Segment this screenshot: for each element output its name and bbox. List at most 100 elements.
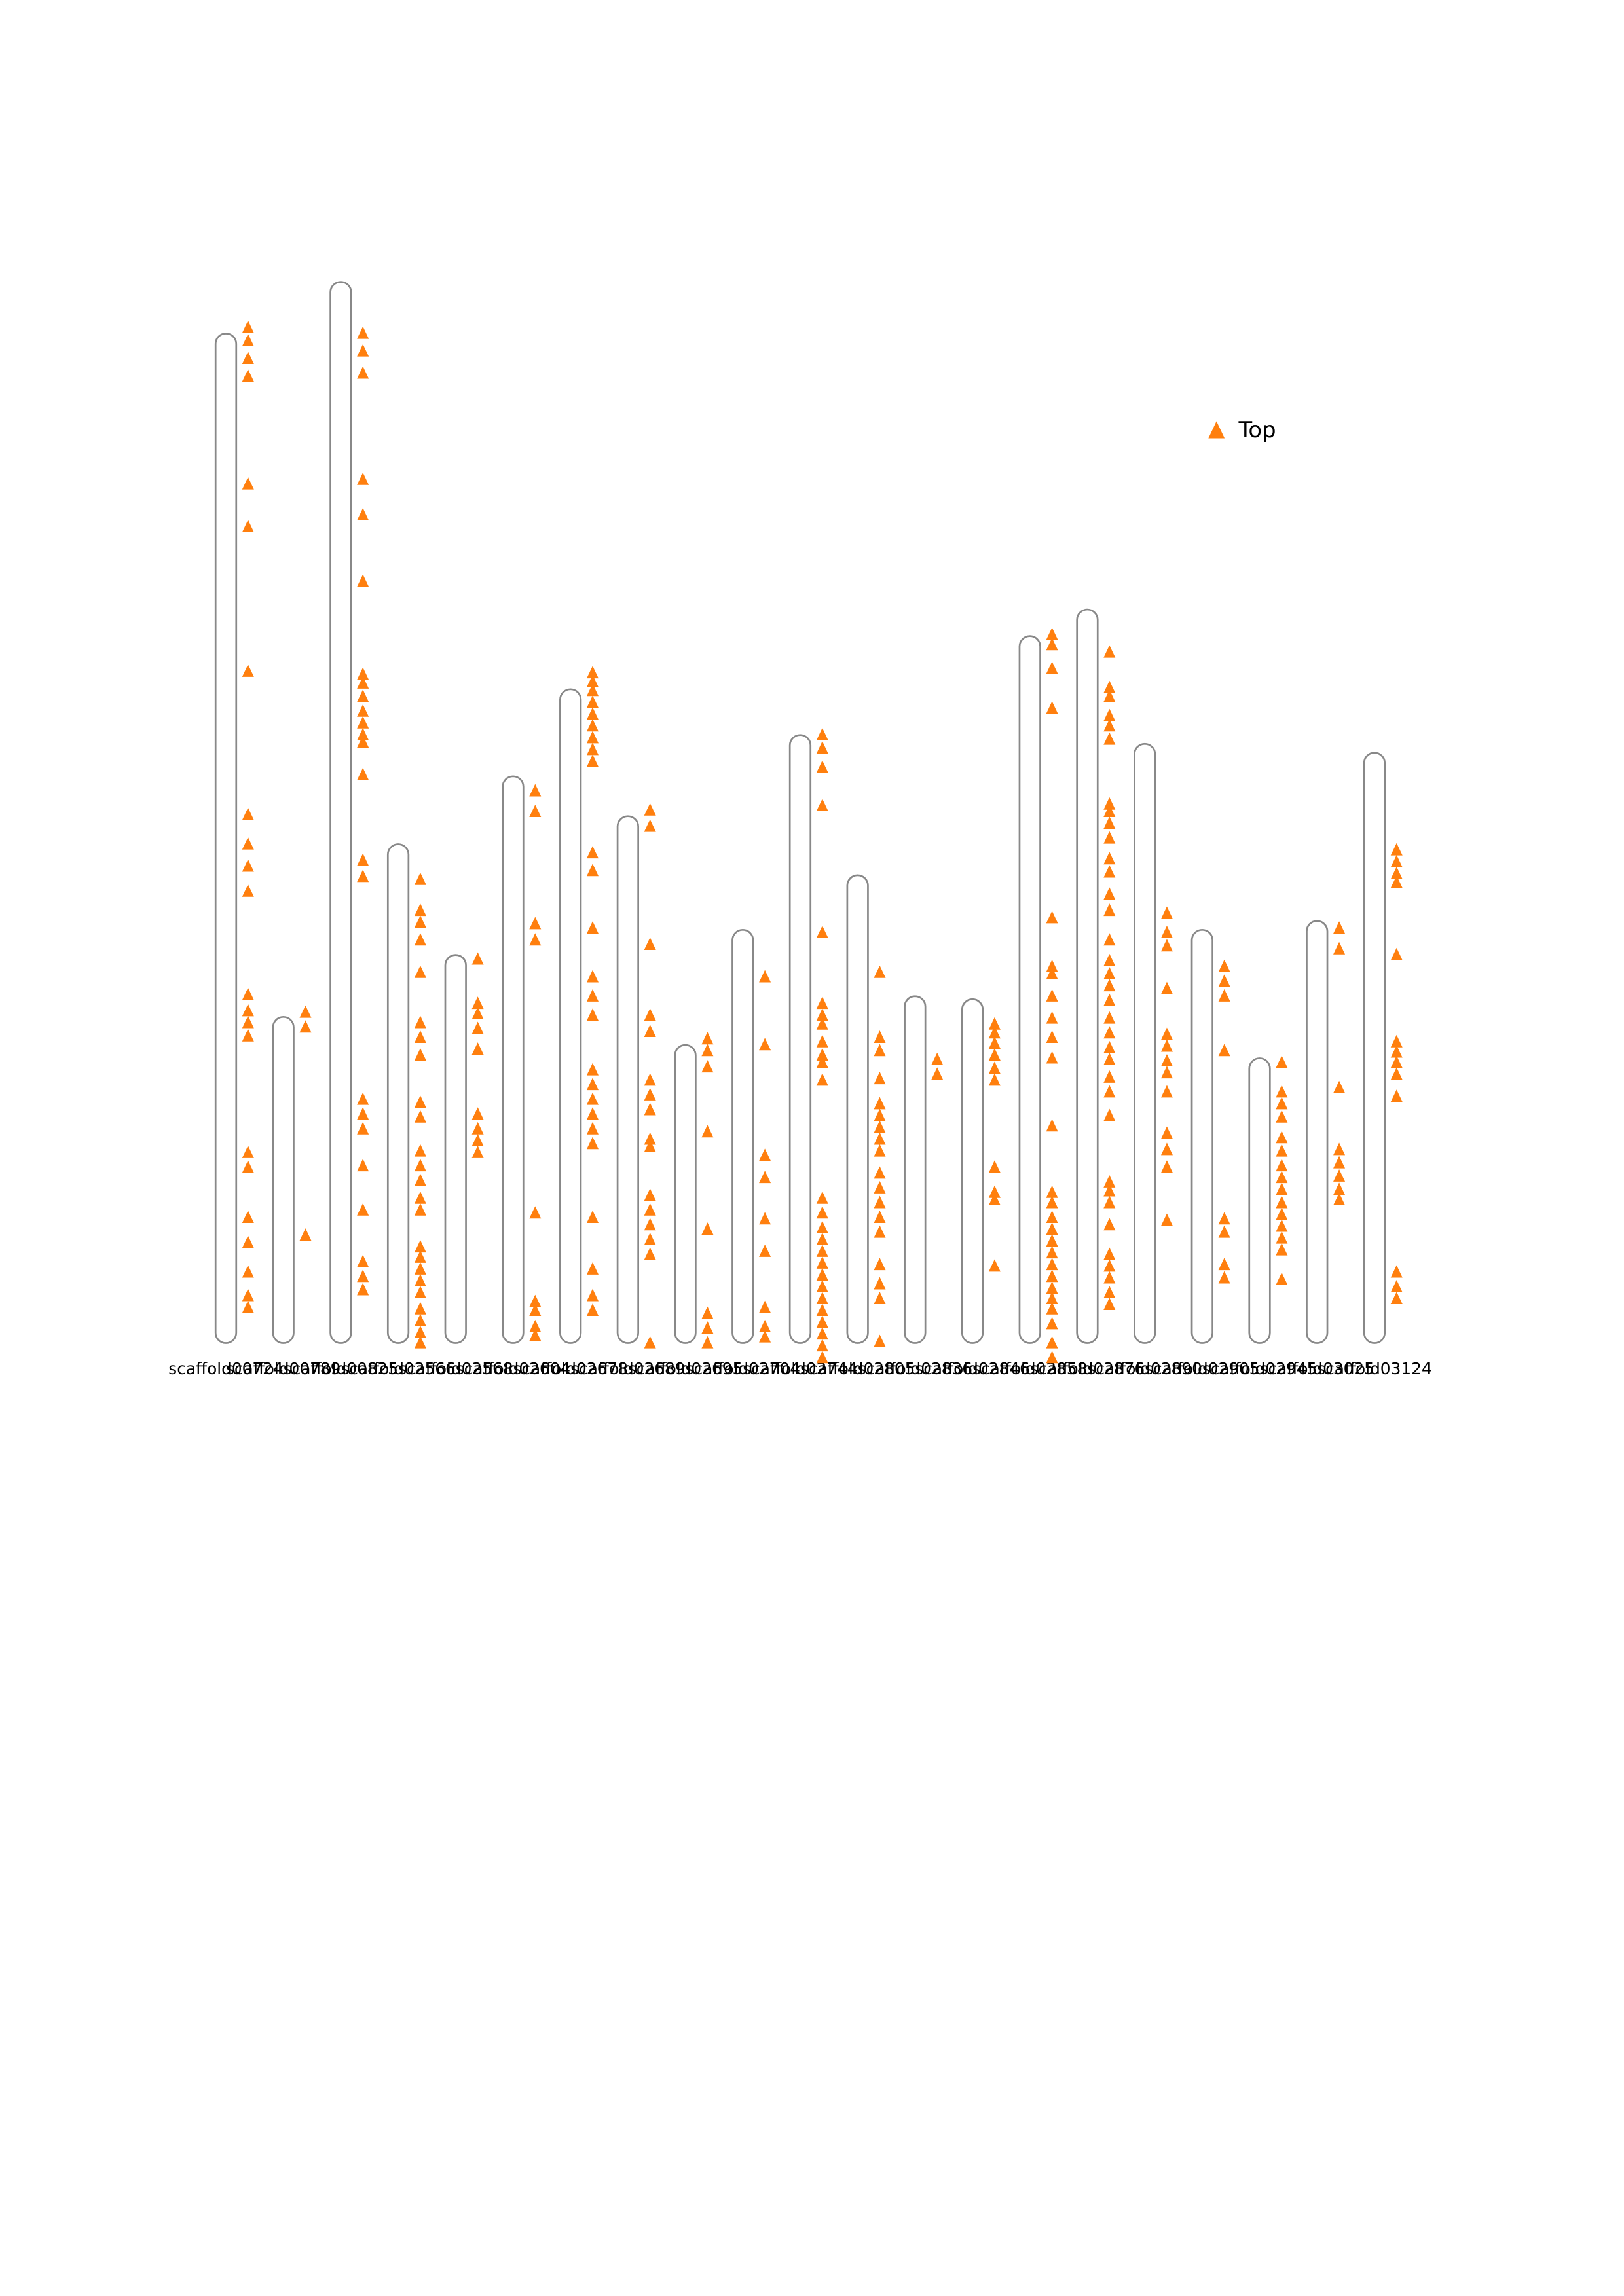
marker xyxy=(1046,1195,1058,1209)
marker xyxy=(931,1067,944,1080)
marker xyxy=(299,1228,312,1241)
marker xyxy=(874,1072,886,1085)
marker xyxy=(1218,959,1230,972)
marker xyxy=(1160,1085,1173,1098)
marker xyxy=(1160,906,1173,919)
marker xyxy=(874,1258,886,1271)
marker xyxy=(1333,1156,1346,1169)
x-tick-label: scaffold03025 xyxy=(1260,1359,1375,1378)
marker xyxy=(701,1060,714,1073)
marker xyxy=(1103,1085,1116,1098)
marker xyxy=(357,704,369,717)
marker xyxy=(816,1280,828,1292)
marker xyxy=(874,1044,886,1057)
marker xyxy=(1103,993,1116,1006)
marker xyxy=(1103,1218,1116,1231)
marker xyxy=(644,1247,656,1260)
marker xyxy=(1103,1011,1116,1024)
scaffold xyxy=(731,928,754,1344)
marker xyxy=(1046,1051,1058,1064)
marker xyxy=(357,735,369,748)
marker xyxy=(357,472,369,485)
marker xyxy=(586,989,599,1002)
marker xyxy=(988,1036,1001,1049)
marker xyxy=(586,754,599,767)
marker xyxy=(1103,1052,1116,1065)
x-tick-label: scaffold02836 xyxy=(858,1359,972,1378)
marker xyxy=(586,666,599,679)
marker xyxy=(242,1145,254,1158)
marker xyxy=(586,1262,599,1275)
marker xyxy=(586,683,599,697)
marker xyxy=(242,477,254,490)
marker xyxy=(816,1292,828,1305)
marker xyxy=(242,1160,254,1173)
marker xyxy=(988,1259,1001,1272)
marker xyxy=(357,507,369,520)
marker xyxy=(242,1004,254,1017)
marker xyxy=(1160,1066,1173,1079)
marker xyxy=(586,1092,599,1105)
marker xyxy=(471,1133,484,1146)
marker xyxy=(242,664,254,677)
marker xyxy=(357,1254,369,1267)
scaffold xyxy=(444,954,467,1344)
marker xyxy=(816,1256,828,1269)
marker xyxy=(644,1203,656,1216)
x-tick-label: scaffold02905 xyxy=(1145,1359,1259,1378)
scaffold xyxy=(788,734,812,1344)
marker xyxy=(816,760,828,773)
scaffold xyxy=(214,333,238,1344)
marker xyxy=(242,859,254,872)
marker xyxy=(1103,708,1116,721)
scaffold xyxy=(559,688,582,1344)
marker xyxy=(357,1107,369,1120)
marker xyxy=(816,1351,828,1364)
marker xyxy=(1160,1160,1173,1173)
marker xyxy=(1103,1108,1116,1121)
marker xyxy=(414,872,426,885)
marker xyxy=(471,1006,484,1019)
marker xyxy=(1103,645,1116,658)
marker xyxy=(759,970,771,983)
marker xyxy=(874,1195,886,1209)
marker xyxy=(759,1148,771,1161)
marker xyxy=(1390,1280,1403,1292)
marker xyxy=(701,1222,714,1235)
marker xyxy=(586,731,599,744)
marker xyxy=(1046,1234,1058,1247)
marker xyxy=(357,1283,369,1296)
marker xyxy=(586,742,599,756)
x-tick-label: scaffold02678 xyxy=(513,1359,627,1378)
marker xyxy=(701,1336,714,1349)
marker xyxy=(414,1110,426,1123)
marker xyxy=(816,1055,828,1068)
scaffold xyxy=(961,998,984,1344)
marker xyxy=(414,1286,426,1299)
marker xyxy=(357,676,369,689)
x-tick-label: scaffold02695 xyxy=(628,1359,743,1378)
marker xyxy=(586,1137,599,1150)
x-tick-label: scaffold02604 xyxy=(456,1359,570,1378)
marker xyxy=(701,1321,714,1334)
marker xyxy=(1046,989,1058,1002)
x-tick-label: scaffold00825 xyxy=(284,1359,398,1378)
marker xyxy=(242,1235,254,1248)
scaffold xyxy=(846,874,869,1344)
marker xyxy=(759,1212,771,1225)
marker xyxy=(1046,967,1058,980)
marker xyxy=(816,1017,828,1030)
marker xyxy=(414,1191,426,1204)
marker xyxy=(1046,1281,1058,1294)
marker xyxy=(471,952,484,965)
marker xyxy=(1333,1142,1346,1156)
marker xyxy=(529,1206,542,1219)
x-tick-label: scaffold02568 xyxy=(398,1359,513,1378)
marker xyxy=(1390,875,1403,888)
scaffold xyxy=(1190,928,1213,1344)
marker xyxy=(242,1029,254,1042)
marker xyxy=(357,869,369,883)
marker xyxy=(242,320,254,333)
